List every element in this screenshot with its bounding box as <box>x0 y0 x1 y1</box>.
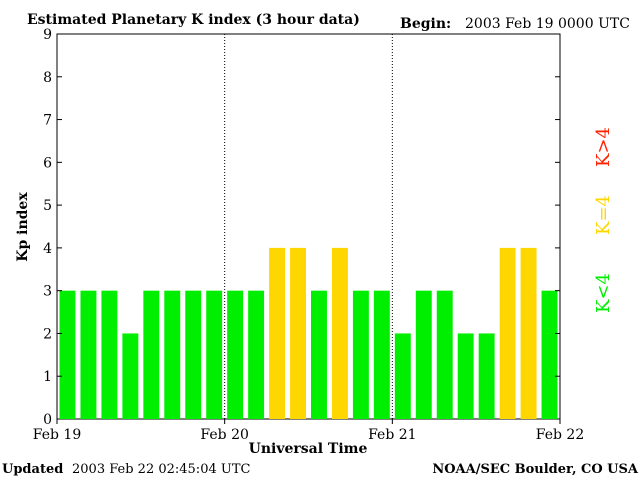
kp-bar-2 <box>80 290 97 419</box>
y-tick-label-9: 9 <box>43 27 52 43</box>
kp-bar-8 <box>206 290 223 419</box>
x-axis-ticks: Feb 19 Feb 20 Feb 21 Feb 22 <box>33 419 584 443</box>
kp-bar-21 <box>478 333 495 419</box>
y-tick-label-8: 8 <box>43 70 52 86</box>
legend-k-below-4: K<4 <box>593 273 614 313</box>
kp-bar-9 <box>227 290 244 419</box>
kp-bar-7 <box>185 290 202 419</box>
x-tick-label-3: Feb 22 <box>536 427 584 443</box>
kp-bar-6 <box>164 290 181 419</box>
y-tick-label-3: 3 <box>43 284 52 300</box>
chart-title: Estimated Planetary K index (3 hour data… <box>27 12 360 28</box>
x-tick-label-0: Feb 19 <box>33 427 81 443</box>
begin-label: Begin: <box>400 16 451 32</box>
y-axis-label: Kp index <box>15 192 31 262</box>
kp-bar-17 <box>394 333 411 419</box>
kp-bar-24 <box>541 290 558 419</box>
x-axis-label: Universal Time <box>249 441 368 457</box>
kp-bar-22 <box>499 247 516 419</box>
x-tick-label-2: Feb 21 <box>368 427 416 443</box>
kp-bar-15 <box>352 290 369 419</box>
day-dividers <box>224 34 393 419</box>
legend-k-equal-4: K=4 <box>593 195 614 235</box>
y-tick-label-2: 2 <box>43 326 52 342</box>
bars-group <box>59 247 558 419</box>
kp-bar-20 <box>457 333 474 419</box>
kp-bar-11 <box>269 247 286 419</box>
plot-frame <box>56 33 561 420</box>
y-tick-label-0: 0 <box>43 412 52 428</box>
kp-bar-1 <box>59 290 76 419</box>
y-tick-label-5: 5 <box>43 198 52 214</box>
kp-bar-14 <box>331 247 348 419</box>
updated-label: Updated <box>2 462 63 477</box>
kp-bar-3 <box>101 290 118 419</box>
y-tick-label-1: 1 <box>43 369 52 385</box>
updated-value: 2003 Feb 22 02:45:04 UTC <box>72 462 250 477</box>
x-tick-label-1: Feb 20 <box>200 427 248 443</box>
kp-bar-4 <box>122 333 139 419</box>
kp-bar-10 <box>248 290 265 419</box>
kp-bar-5 <box>143 290 160 419</box>
y-tick-label-6: 6 <box>43 155 52 171</box>
begin-value: 2003 Feb 19 0000 UTC <box>465 16 630 32</box>
kp-bar-13 <box>311 290 327 419</box>
y-axis-ticks: 0 1 2 3 4 5 6 7 8 9 <box>43 27 560 428</box>
kp-bar-18 <box>415 290 432 419</box>
kp-bar-23 <box>520 247 537 419</box>
kp-bar-19 <box>436 290 453 419</box>
y-tick-label-7: 7 <box>43 113 52 129</box>
y-tick-label-4: 4 <box>43 241 52 257</box>
kp-bar-16 <box>373 290 390 419</box>
kp-bar-12 <box>290 247 306 419</box>
legend-k-above-4: K>4 <box>593 127 614 167</box>
credit-text: NOAA/SEC Boulder, CO USA <box>432 462 639 477</box>
